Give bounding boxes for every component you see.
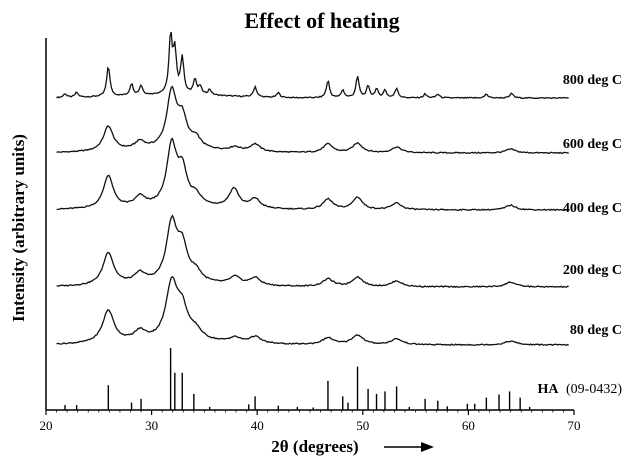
y-axis-label: Intensity (arbitrary units) bbox=[9, 134, 28, 322]
x-tick-label: 60 bbox=[462, 418, 475, 433]
x-tick-label: 30 bbox=[145, 418, 158, 433]
series-line bbox=[56, 85, 569, 155]
reference-lines bbox=[64, 348, 531, 410]
arrow-head bbox=[421, 442, 434, 452]
series-label: 200 deg C bbox=[563, 263, 622, 278]
reference-name: HA bbox=[538, 382, 560, 397]
series-line bbox=[56, 137, 570, 212]
x-tick-label: 50 bbox=[356, 418, 369, 433]
series-line bbox=[56, 214, 569, 289]
x-axis-label: 2θ (degrees) bbox=[271, 437, 358, 456]
reference-card: (09-0432) bbox=[566, 382, 622, 397]
x-ticks: 20 30 40 50 60 70 bbox=[40, 410, 581, 433]
svg-text:HA (09-0432): HA (09-0432) bbox=[538, 382, 623, 397]
reference-label: HA (09-0432) bbox=[538, 382, 623, 397]
series-label: 600 deg C bbox=[563, 137, 622, 152]
series-label: 800 deg C bbox=[563, 73, 622, 88]
chart-title: Effect of heating bbox=[244, 8, 399, 33]
series-line bbox=[56, 275, 570, 347]
x-tick-label: 40 bbox=[251, 418, 264, 433]
series-label: 400 deg C bbox=[563, 201, 622, 216]
curves: 800 deg C 600 deg C 400 deg C 200 deg C 80 d… bbox=[56, 31, 622, 347]
series-label: 80 deg C bbox=[570, 323, 622, 338]
x-tick-label: 70 bbox=[568, 418, 581, 433]
x-axis-label-group: 2θ (degrees) bbox=[271, 437, 434, 456]
x-tick-label: 20 bbox=[40, 418, 53, 433]
series-line bbox=[56, 31, 569, 100]
